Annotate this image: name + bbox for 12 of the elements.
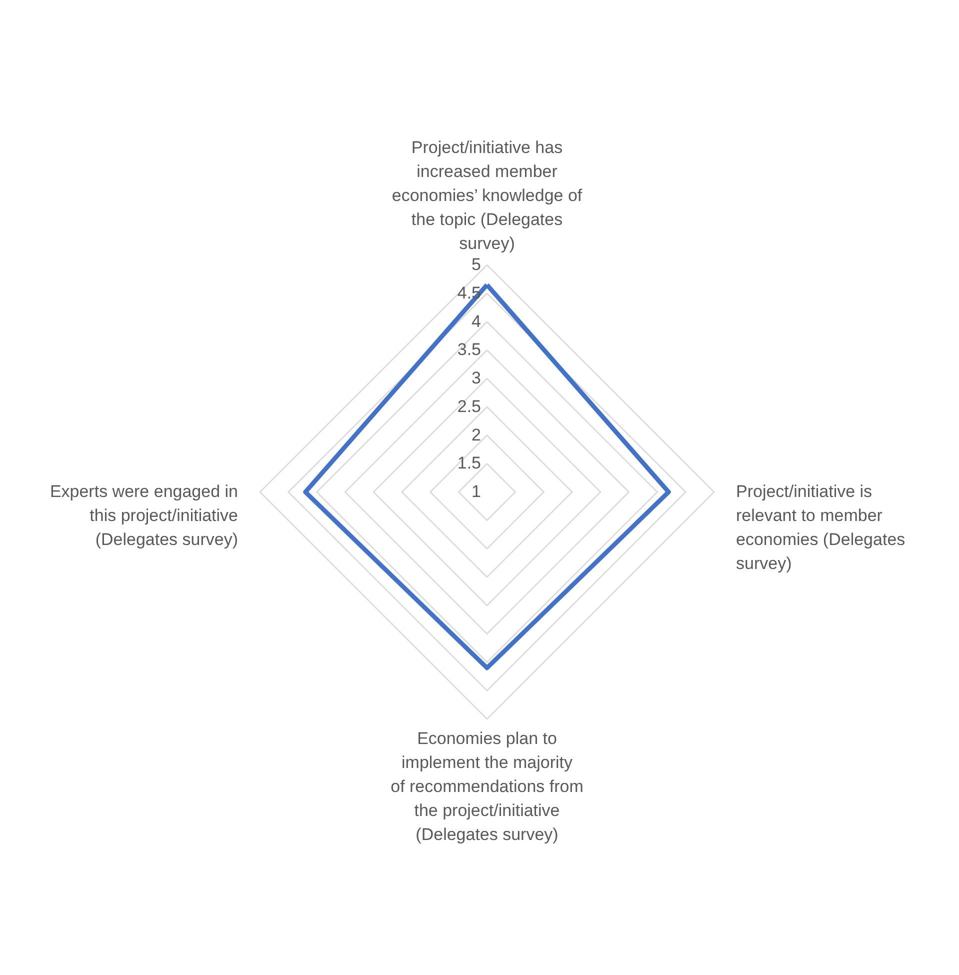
y-tick-label: 3.5 <box>457 340 481 360</box>
y-tick-label: 4 <box>472 312 481 331</box>
spoke-label: Project/initiative is relevant to member economies (Delegates survey) <box>736 482 906 573</box>
spoke-label: Project/initiative has increased member economies’ knowledge of the topic (Delegates survey) <box>392 138 582 253</box>
y-tick-label: 1.5 <box>457 454 481 473</box>
y-tick-label: 2.5 <box>457 396 481 416</box>
spoke-label: Experts were engaged in this project/initiative (Delegates survey) <box>50 482 238 549</box>
spoke-label: Economies plan to implement the majority of recommendations from the project/initiative (Delegates survey) <box>390 729 584 844</box>
y-tick-label: 1 <box>472 482 481 501</box>
y-tick-label: 3 <box>472 368 481 388</box>
y-tick-label: 5 <box>472 255 481 274</box>
y-tick-label: 2 <box>472 425 481 444</box>
